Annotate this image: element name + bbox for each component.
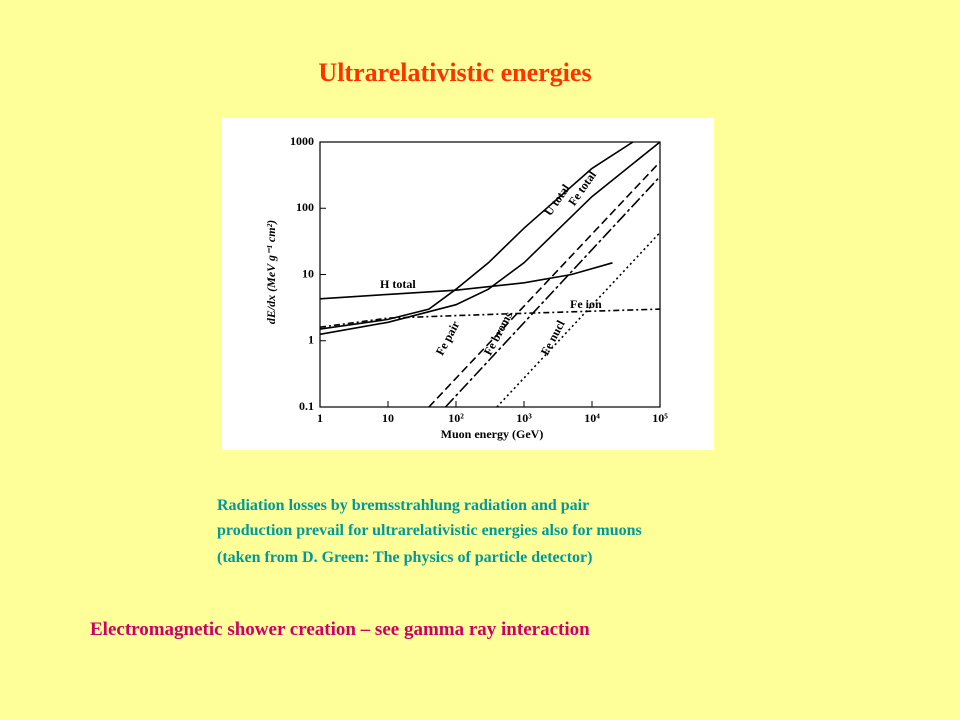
x-tick-label: 10⁵ — [652, 411, 668, 425]
y-tick-label: 10 — [302, 266, 314, 280]
x-tick-label: 1 — [317, 411, 323, 425]
y-axis-label: dE/dx (MeV g⁻¹ cm²) — [264, 220, 278, 324]
x-tick-label: 10 — [382, 411, 394, 425]
y-tick-label: 1000 — [290, 134, 314, 148]
series-line — [319, 262, 613, 300]
y-tick-label: 0.1 — [299, 399, 314, 413]
caption-line: production prevail for ultrarelativistic… — [217, 522, 642, 539]
y-tick-label: 1 — [308, 333, 314, 347]
chart-background — [222, 118, 714, 450]
series-line — [319, 308, 661, 328]
caption-line: (taken from D. Green: The physics of par… — [217, 549, 593, 566]
curve-label: Fe ion — [570, 297, 602, 311]
slide-title: Ultrarelativistic energies — [318, 58, 592, 87]
footer-text: Electromagnetic shower creation – see ga… — [90, 619, 590, 640]
x-tick-label: 10⁴ — [584, 411, 600, 425]
series-line — [444, 176, 661, 408]
x-tick-label: 10² — [448, 411, 464, 425]
curve-label: H total — [380, 277, 416, 291]
x-tick-label: 10³ — [516, 411, 532, 425]
y-tick-label: 100 — [296, 200, 314, 214]
caption-line: Radiation losses by bremsstrahlung radia… — [217, 497, 590, 514]
series-line — [319, 141, 661, 336]
x-axis-label: Muon energy (GeV) — [441, 427, 544, 441]
series-line — [428, 161, 661, 408]
